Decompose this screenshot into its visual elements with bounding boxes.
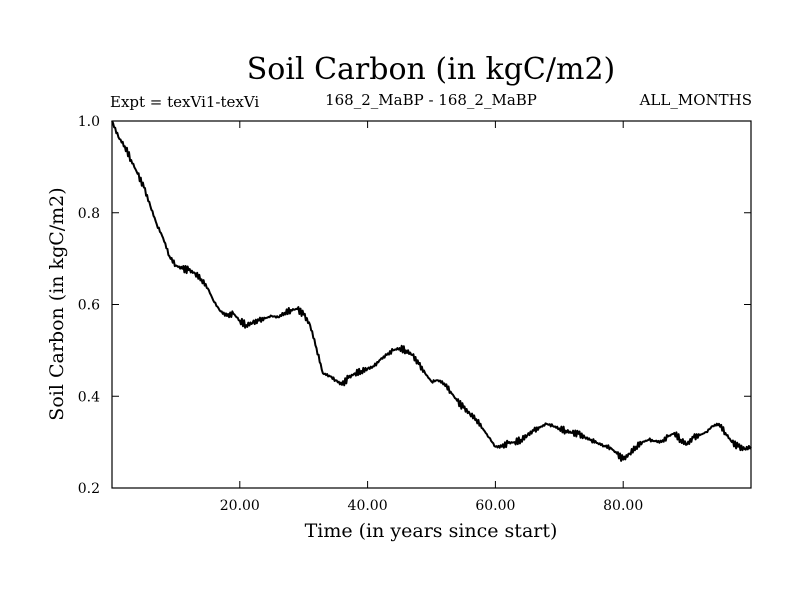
- x-tick-label: 40.00: [348, 498, 388, 514]
- x-tick-label: 20.00: [220, 498, 260, 514]
- y-tick-label: 0.8: [78, 206, 100, 222]
- x-tick-label: 80.00: [603, 498, 643, 514]
- y-tick-label: 0.4: [78, 389, 100, 405]
- subtitle-period: 168_2_MaBP - 168_2_MaBP: [325, 91, 537, 109]
- y-axis-label: Soil Carbon (in kgC/m2): [46, 187, 68, 420]
- subtitle-expt: Expt = texVi1-texVi: [110, 93, 259, 111]
- series-layer: [111, 120, 752, 462]
- y-tick-label: 0.6: [78, 298, 100, 314]
- y-tick-label: 0.2: [78, 481, 100, 497]
- subtitle-months: ALL_MONTHS: [639, 91, 752, 109]
- x-axis-label: Time (in years since start): [305, 520, 558, 542]
- x-axis: 20.00 40.00 60.00 80.00: [220, 121, 643, 514]
- series-line-0: [111, 120, 752, 462]
- y-tick-label: 1.0: [78, 114, 100, 130]
- y-axis: 0.2 0.4 0.6 0.8 1.0: [78, 114, 751, 497]
- x-tick-label: 60.00: [475, 498, 515, 514]
- chart-title: Soil Carbon (in kgC/m2): [247, 52, 615, 87]
- plot-frame: [111, 120, 752, 489]
